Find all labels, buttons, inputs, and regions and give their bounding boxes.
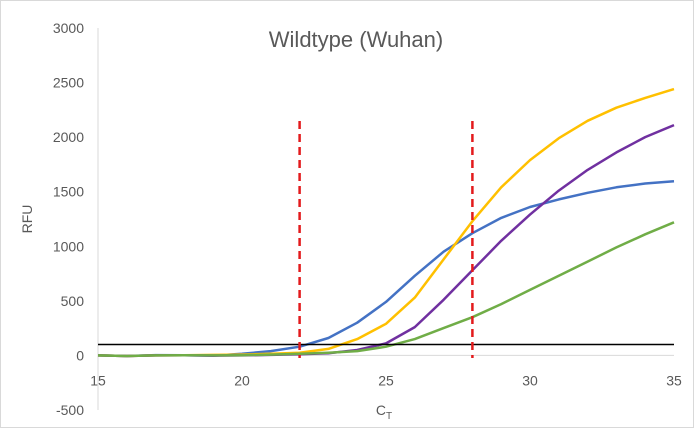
- y-tick-label: -500: [56, 402, 84, 418]
- y-tick-label: 1000: [53, 238, 84, 254]
- x-axis-label: CT: [376, 402, 392, 422]
- x-tick-label: 35: [666, 372, 682, 388]
- x-tick-label: 30: [522, 372, 538, 388]
- series-line: [97, 87, 675, 358]
- y-tick-label: 2500: [53, 75, 84, 91]
- x-axis-label-main: C: [376, 402, 386, 418]
- series-line: [97, 123, 675, 358]
- y-tick-label: 2000: [53, 129, 84, 145]
- y-tick-label: 1500: [53, 184, 84, 200]
- x-tick-label: 25: [378, 372, 394, 388]
- x-tick-label: 20: [234, 372, 250, 388]
- y-tick-label: 500: [61, 293, 85, 309]
- y-tick-label: 0: [76, 347, 84, 363]
- y-tick-label: 3000: [53, 20, 84, 36]
- x-tick-label: 15: [90, 372, 106, 388]
- x-axis-label-subscript: T: [386, 411, 392, 422]
- chart-title: Wildtype (Wuhan): [269, 27, 443, 52]
- series-line: [97, 180, 675, 358]
- series-line: [97, 221, 675, 358]
- y-axis-label: RFU: [19, 205, 35, 234]
